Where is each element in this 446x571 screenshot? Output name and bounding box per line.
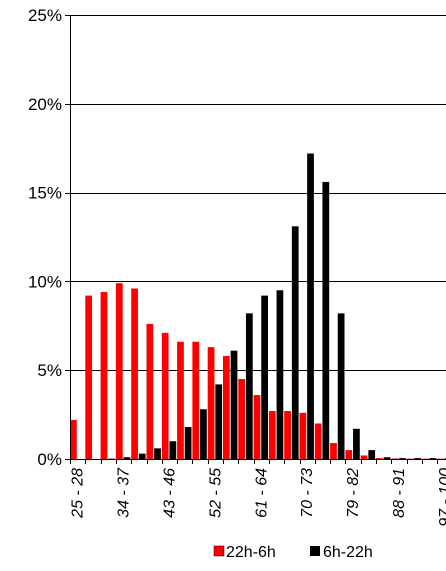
bar-22h-6h-88-91 [391,458,399,460]
legend-swatch-6h-22h [310,546,320,556]
bar-22h-6h-70-73 [299,412,307,459]
y-tick-labels: 0% 5% 10% 15% 20% 25% [28,6,62,469]
bar-22h-6h-31-34 [100,292,108,459]
y-tick-label-0: 0% [37,450,62,469]
legend: 22h-6h 6h-22h [213,544,373,561]
bar-22h-6h-94-97 [421,458,429,460]
bar-22h-6h-76-79 [330,443,337,459]
gridlines [70,15,446,371]
x-tick-label-6: 79 - 82 [345,468,362,518]
bar-22h-6h-28-31 [85,295,93,459]
x-tick-label-0: 25 - 28 [70,468,87,519]
bar-6h-22h-40-43 [154,448,161,459]
x-tick-label-2: 43 - 46 [162,468,179,518]
legend-label-22h-6h: 22h-6h [226,544,276,561]
bar-22h-6h-34-37 [115,283,123,459]
bar-22h-6h-73-76 [314,423,322,459]
bar-6h-22h-34-37 [123,457,131,459]
bar-6h-22h-73-76 [322,181,330,459]
y-tick-label-2: 10% [28,272,62,291]
legend-label-6h-22h: 6h-22h [323,544,373,561]
bar-22h-6h-55-58 [223,355,230,459]
bar-22h-6h-37-40 [131,288,138,459]
bar-22h-6h-67-70 [284,411,291,459]
bar-6h-22h-58-61 [245,313,253,459]
bar-22h-6h-25-28 [70,419,77,459]
x-tick-label-3: 52 - 55 [207,468,224,518]
bar-6h-22h-49-52 [200,409,207,459]
legend-swatch-22h-6h [213,545,225,557]
bar-6h-22h-79-82 [353,428,360,459]
bar-22h-6h-46-49 [177,341,184,459]
bar-6h-22h-55-58 [230,350,238,459]
bar-22h-6h-52-55 [207,347,215,459]
y-tick-label-3: 15% [28,184,62,203]
y-tick-label-1: 5% [37,361,62,380]
bar-6h-22h-31-34 [108,458,115,460]
bar-22h-6h-61-64 [253,395,261,459]
bar-6h-22h-64-67 [276,290,284,459]
bar-6h-22h-94-97 [429,458,437,459]
y-tick-label-5: 25% [28,6,62,25]
bar-6h-22h-91-94 [414,458,421,459]
bar-22h-6h-91-94 [406,458,414,460]
bar-22h-6h-40-43 [146,324,154,459]
x-tick-label-1: 34 - 37 [116,467,133,518]
bar-22h-6h-97-100 [437,458,444,460]
bar-22h-6h-85-88 [376,458,383,459]
x-tick-label-5: 70 - 73 [299,468,316,518]
bar-6h-22h-67-70 [291,226,299,459]
bar-22h-6h-43-46 [161,332,169,459]
bar-6h-22h-61-64 [261,295,268,459]
bar-6h-22h-97-100 [444,458,446,459]
bar-6h-22h-43-46 [169,441,177,459]
bar-6h-22h-82-85 [368,450,376,459]
y-tick-label-4: 20% [28,95,62,114]
axes [65,15,446,464]
bar-22h-6h-49-52 [192,341,200,459]
bar-22h-6h-64-67 [268,411,276,459]
x-tick-labels: 25 - 28 34 - 37 43 - 46 52 - 55 61 - 64 70 - … [70,467,446,527]
bar-6h-22h-37-40 [138,453,146,459]
bar-22h-6h-79-82 [345,450,353,459]
bars [70,153,446,460]
bar-6h-22h-88-91 [398,458,406,459]
bar-6h-22h-52-55 [215,384,223,459]
bar-6h-22h-70-73 [307,153,314,459]
bar-22h-6h-82-85 [360,455,368,459]
x-tick-label-7: 88 - 91 [391,468,408,518]
x-tick-label-8: 97 - 100 [437,468,446,527]
x-tick-label-4: 61 - 64 [253,468,270,518]
bar-6h-22h-46-49 [184,427,192,459]
bar-6h-22h-76-79 [337,313,345,459]
bar-6h-22h-85-88 [383,457,391,459]
bar-22h-6h-58-61 [238,379,246,459]
